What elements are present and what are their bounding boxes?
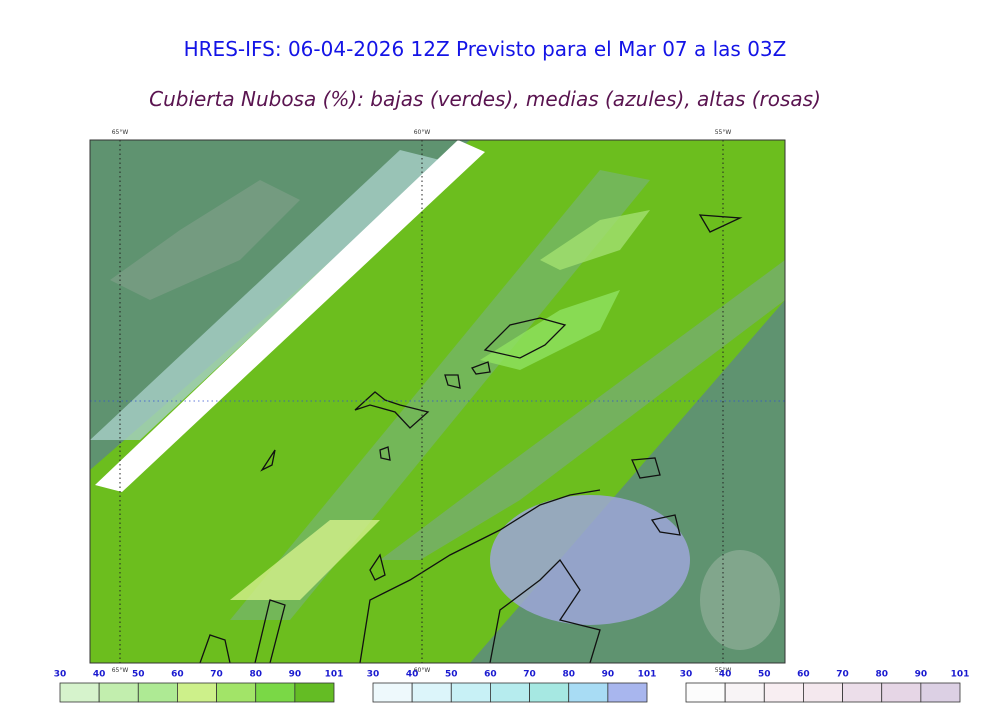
legend-tick-label: 30 — [680, 670, 693, 680]
legend-swatch — [920, 682, 961, 703]
legend-swatch — [98, 682, 139, 703]
legend-swatch — [724, 682, 765, 703]
legend-tick-label: 60 — [797, 670, 810, 680]
legend-tick-label: 90 — [602, 670, 615, 680]
legend-tick-label: 90 — [289, 670, 302, 680]
legend-tick-label: 70 — [210, 670, 223, 680]
legend-swatch — [568, 682, 609, 703]
legend-tick-label: 101 — [638, 670, 657, 680]
legend-swatch — [881, 682, 922, 703]
legend-tick-label: 70 — [523, 670, 536, 680]
legend-tick-label: 70 — [836, 670, 849, 680]
legend-swatch — [450, 682, 491, 703]
high-cloud — [110, 180, 300, 300]
longitude-label: 65°W — [112, 129, 129, 136]
legend-swatch — [372, 682, 413, 703]
legend-tick-label: 50 — [445, 670, 458, 680]
longitude-label: 55°W — [715, 129, 732, 136]
legend-swatch — [59, 682, 100, 703]
legend-tick-label: 40 — [93, 670, 106, 680]
legend-swatch — [137, 682, 178, 703]
legend-tick-label: 30 — [54, 670, 67, 680]
legend-tick-label: 80 — [249, 670, 262, 680]
subtitle: Cubierta Nubosa (%): bajas (verdes), med… — [149, 87, 821, 111]
legend-tick-label: 50 — [758, 670, 771, 680]
cloud-map — [90, 140, 785, 663]
longitude-label: 60°W — [414, 667, 431, 674]
legend-tick-label: 80 — [562, 670, 575, 680]
mid-cloud-blob — [490, 495, 690, 625]
legend-tick-label: 50 — [132, 670, 145, 680]
legend-swatch — [216, 682, 257, 703]
high-cloud — [700, 550, 780, 650]
legend-swatch — [803, 682, 843, 703]
cloud-strip — [230, 170, 650, 620]
legend-swatch — [842, 682, 883, 703]
low-cloud-core — [480, 290, 620, 370]
meridians — [119, 140, 724, 663]
legend-swatch — [763, 682, 804, 703]
mid-cloud-fringe — [90, 150, 440, 440]
legend-tick-label: 80 — [875, 670, 888, 680]
legend-tick-label: 60 — [171, 670, 184, 680]
map-frame — [89, 139, 786, 664]
longitude-label: 55°W — [715, 667, 732, 674]
legend-swatch — [411, 682, 452, 703]
legend-tick-label: 40 — [719, 670, 732, 680]
clear-band — [95, 140, 485, 492]
legend-tick-label: 40 — [406, 670, 419, 680]
legend-swatch — [490, 682, 530, 703]
low-cloud-core — [540, 210, 650, 270]
legend-tick-label: 60 — [484, 670, 497, 680]
legend-tick-label: 101 — [325, 670, 344, 680]
low-cloud-core — [230, 520, 380, 600]
legend-tick-label: 90 — [915, 670, 928, 680]
longitude-label: 65°W — [112, 667, 129, 674]
cloud-strip — [380, 260, 785, 560]
legend-swatch — [255, 682, 296, 703]
legend-swatch — [177, 682, 217, 703]
legend-swatch — [607, 682, 648, 703]
legend-tick-label: 101 — [951, 670, 970, 680]
legend-tick-label: 30 — [367, 670, 380, 680]
legend-swatch — [685, 682, 726, 703]
legend-swatch — [294, 682, 335, 703]
coastlines — [199, 214, 743, 663]
legend-swatch — [529, 682, 570, 703]
title: HRES-IFS: 06-04-2026 12Z Previsto para e… — [184, 37, 787, 61]
longitude-label: 60°W — [414, 129, 431, 136]
